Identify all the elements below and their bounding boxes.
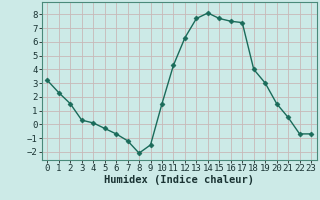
X-axis label: Humidex (Indice chaleur): Humidex (Indice chaleur) <box>104 175 254 185</box>
